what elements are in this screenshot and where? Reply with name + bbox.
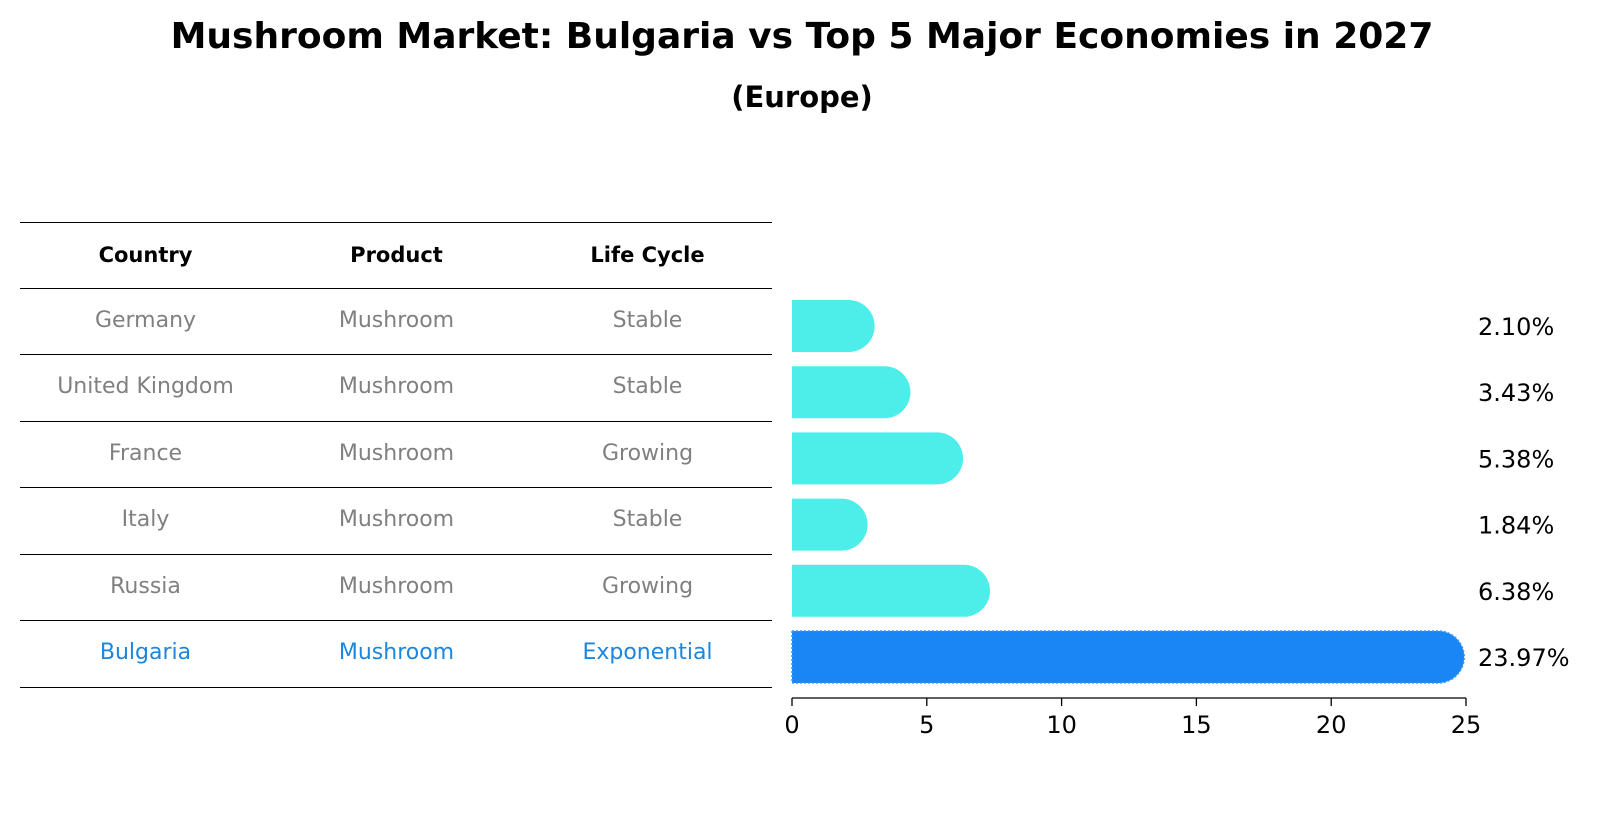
value-label: 6.38% xyxy=(1478,578,1554,606)
x-tick-label: 0 xyxy=(784,711,799,739)
table-cell-product-highlight: Mushroom xyxy=(338,640,455,665)
table-cell-life-cycle: Growing xyxy=(601,441,694,466)
x-tick-label: 20 xyxy=(1316,711,1347,739)
value-label: 1.84% xyxy=(1478,512,1554,540)
chart-title: Mushroom Market: Bulgaria vs Top 5 Major… xyxy=(170,16,1434,57)
table-cell-life-cycle: Stable xyxy=(612,507,683,532)
table-cell-product: Mushroom xyxy=(338,574,455,599)
bar xyxy=(792,366,911,419)
table-rule xyxy=(20,288,772,289)
table-cell-country-highlight: Bulgaria xyxy=(99,640,192,665)
header-product: Product xyxy=(350,243,443,267)
table-cell-country: United Kingdom xyxy=(57,374,234,399)
table-cell-product: Mushroom xyxy=(338,507,455,532)
table-cell-life-cycle-highlight: Exponential xyxy=(582,640,713,665)
chart-subtitle: (Europe) xyxy=(731,80,873,114)
table-cell-country: Italy xyxy=(121,507,170,532)
table-rule xyxy=(20,487,772,488)
bar xyxy=(792,300,875,352)
table-rule xyxy=(20,222,772,223)
value-label: 3.43% xyxy=(1478,379,1554,407)
table-cell-life-cycle: Stable xyxy=(612,374,683,399)
table-cell-product: Mushroom xyxy=(338,441,455,466)
table-cell-life-cycle: Stable xyxy=(612,308,683,333)
table-cell-life-cycle: Growing xyxy=(601,574,694,599)
header-country: Country xyxy=(98,243,193,267)
value-label: 2.10% xyxy=(1478,313,1554,341)
table-rule xyxy=(20,354,772,355)
value-label: 5.38% xyxy=(1478,445,1554,473)
table-cell-country: France xyxy=(108,441,183,466)
table-cell-product: Mushroom xyxy=(338,308,455,333)
x-tick-label: 15 xyxy=(1181,711,1212,739)
bar xyxy=(792,498,868,551)
header-life-cycle: Life Cycle xyxy=(590,243,705,267)
table-rule xyxy=(20,554,772,555)
table-rule xyxy=(20,620,772,621)
table-cell-country: Russia xyxy=(110,574,181,599)
x-tick-label: 10 xyxy=(1046,711,1077,739)
bar xyxy=(792,432,964,485)
table-rule xyxy=(20,421,772,422)
bar xyxy=(792,564,991,617)
x-tick-label: 25 xyxy=(1451,711,1482,739)
table-cell-product: Mushroom xyxy=(338,374,455,399)
table-rule xyxy=(20,687,772,688)
x-tick-label: 5 xyxy=(919,711,934,739)
table-cell-country: Germany xyxy=(94,308,197,333)
value-label: 23.97% xyxy=(1478,644,1570,672)
bar-highlight xyxy=(791,630,1465,684)
